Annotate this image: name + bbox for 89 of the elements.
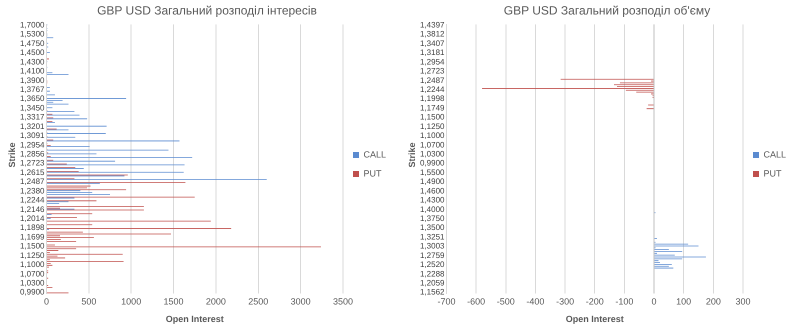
x-tick-label: -100 [615,296,634,306]
y-tick-label: 1,1250 [420,122,446,131]
y-tick-label: 1,4397 [420,20,446,30]
y-tick-label: 1,2723 [420,66,446,76]
y-tick-label: 0,9900 [420,158,446,168]
y-tick-label: 1,4900 [420,177,446,186]
y-tick-label: 1,4300 [20,57,46,66]
x-tick-label: 2500 [248,296,268,306]
y-tick-label: 1,2244 [420,85,446,94]
y-tick-label: 1,1500 [20,242,46,251]
y-tick-label: 1,3500 [420,223,446,232]
x-tick-label: 200 [706,296,721,306]
y-tick-label: 1,3181 [420,48,446,58]
x-tick-label: 3000 [290,296,311,306]
y-tick-label: 1,5500 [420,168,446,177]
y-tick-label: 1,2759 [420,250,446,260]
x-tick-label: 500 [81,296,96,306]
y-tick-label: 1,0300 [20,278,46,288]
y-tick-label: 1,2014 [20,214,46,223]
y-tick-label: 1,4750 [20,38,46,48]
legend-label: PUT [763,168,782,178]
x-axis-title: Open Interest [566,314,624,324]
y-tick-label: 1,2244 [20,196,46,205]
y-tick-label: 1,0300 [420,149,446,158]
y-tick-label: 1,0700 [420,140,446,150]
y-tick-label: 1,1699 [20,232,46,242]
y-tick-label: 1,4300 [420,196,446,205]
x-tick-label: -300 [556,296,574,306]
x-tick-label: -600 [467,296,486,306]
y-tick-label: 1,1749 [420,103,446,112]
y-tick-label: 1,4500 [20,48,46,58]
x-tick-label: -500 [496,296,515,306]
x-tick-label: 300 [735,296,750,306]
y-tick-label: 1,2146 [20,204,46,214]
y-tick-label: 1,4600 [420,186,446,196]
y-tick-label: 1,5300 [20,30,46,39]
y-tick-label: 1,2954 [20,140,46,150]
x-tick-label: -400 [526,296,544,306]
y-tick-label: 1,2954 [420,57,446,66]
y-axis-title: Strike [7,142,17,170]
y-tick-label: 1,1000 [420,131,446,140]
y-tick-label: 1,2487 [420,76,446,85]
x-axis-title: Open Interest [166,314,224,324]
chart-title: GBP USD Загальний розподіл об'єму [504,4,710,18]
chart-title: GBP USD Загальний розподіл інтересів [97,4,317,18]
x-tick-label: 0 [44,296,49,306]
x-tick-label: 2000 [206,296,226,306]
y-tick-label: 1,1562 [420,288,446,297]
y-tick-label: 1,3317 [20,112,46,122]
y-tick-label: 1,2615 [20,168,46,177]
legend-label: CALL [363,149,386,160]
x-tick-label: 3500 [332,296,353,306]
legend-label: CALL [763,149,786,160]
y-tick-label: 1,3003 [420,242,446,251]
y-tick-label: 1,1000 [20,260,46,270]
y-tick-label: 1,1998 [420,94,446,104]
y-tick-label: 1,1500 [420,112,446,122]
y-tick-label: 1,2380 [20,186,46,196]
y-tick-label: 1,3450 [20,103,46,112]
y-tick-label: 1,3767 [20,85,46,94]
y-tick-label: 1,2520 [420,260,446,270]
y-tick-label: 1,2288 [420,269,446,278]
y-tick-label: 1,3251 [420,232,446,242]
y-tick-label: 0,9900 [20,288,46,297]
x-tick-label: 1500 [164,296,184,306]
y-tick-label: 1,4100 [20,66,46,76]
x-tick-label: -200 [586,296,604,306]
y-tick-label: 1,3650 [20,94,46,104]
x-tick-label: 1000 [121,296,142,306]
y-tick-label: 1,2856 [20,149,46,158]
y-tick-label: 1,3201 [20,122,46,131]
y-tick-label: 1,2723 [20,158,46,168]
y-tick-label: 1,2059 [420,278,446,288]
y-tick-label: 1,3407 [420,38,446,48]
y-tick-label: 1,7000 [20,20,46,30]
x-tick-label: 100 [676,296,692,306]
y-tick-label: 1,1250 [20,250,46,260]
y-tick-label: 1,1898 [20,223,46,232]
y-tick-label: 1,4000 [420,204,446,214]
y-tick-label: 1,3750 [420,214,446,223]
y-axis-title: Strike [407,142,417,170]
y-tick-label: 1,2487 [20,177,46,186]
y-tick-label: 1,0700 [20,269,46,278]
legend-label: PUT [363,168,382,178]
y-tick-label: 1,3900 [20,76,46,85]
y-tick-label: 1,3091 [20,131,46,140]
x-tick-label: 0 [652,296,657,306]
y-tick-label: 1,3812 [420,30,446,39]
x-tick-label: -700 [437,296,456,306]
